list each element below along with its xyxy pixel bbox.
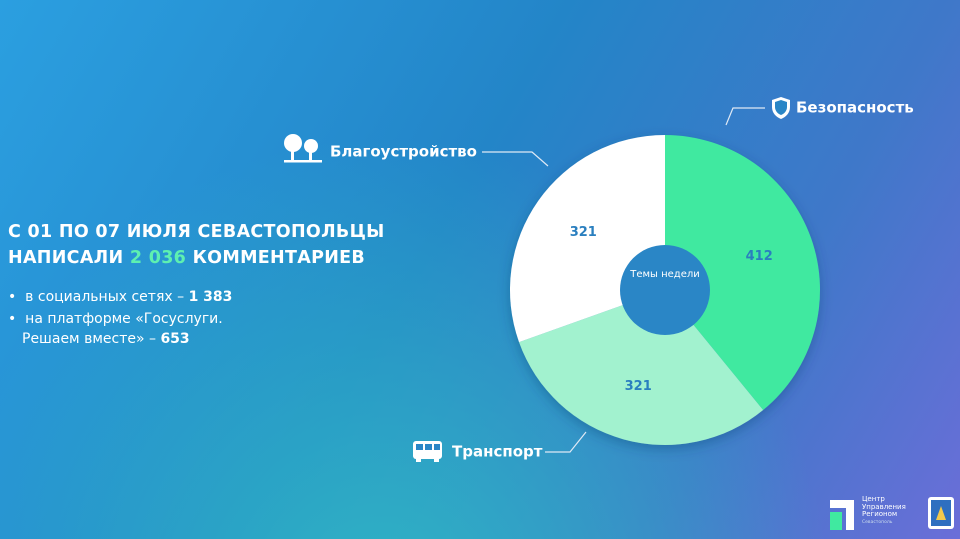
logo-mark bbox=[830, 497, 954, 530]
trees-icon bbox=[284, 134, 322, 163]
headline-text: КОММЕНТАРИЕВ bbox=[192, 248, 366, 268]
center-label: Темы недели bbox=[630, 269, 700, 280]
headline-text: НАПИСАЛИ bbox=[8, 248, 124, 268]
logo: Центр Управления Регионом Севастополь bbox=[862, 495, 906, 526]
category-label: Благоустройство bbox=[330, 143, 477, 161]
bullet-text: на платформе «Госуслуги. bbox=[25, 311, 223, 327]
bullet-value: 1 383 bbox=[188, 289, 233, 305]
logo-text: Управления bbox=[862, 502, 906, 511]
category-label: Безопасность bbox=[796, 99, 914, 117]
headline: С 01 ПО 07 ИЮЛЯ СЕВАСТОПОЛЬЦЫ bbox=[8, 222, 385, 242]
shield-icon bbox=[775, 100, 787, 115]
headline-total: 2 036 bbox=[129, 248, 187, 268]
bus-icon bbox=[413, 441, 442, 462]
logo-text: Регионом bbox=[862, 510, 898, 518]
leader-line bbox=[482, 151, 549, 167]
value-label: 321 bbox=[570, 225, 597, 240]
leader-line bbox=[725, 107, 765, 126]
headline: НАПИСАЛИ 2 036 КОММЕНТАРИЕВ bbox=[8, 248, 365, 268]
bullet-value: 653 bbox=[160, 331, 190, 347]
bullet-text: Решаем вместе» – bbox=[22, 331, 156, 347]
donut-hole bbox=[620, 245, 710, 335]
bullet: • в социальных сетях – 1 383 bbox=[8, 289, 233, 305]
logo-city: Севастополь bbox=[862, 519, 893, 525]
value-label: 412 bbox=[746, 249, 773, 264]
value-label: 321 bbox=[625, 379, 652, 394]
pie-slice bbox=[665, 135, 821, 410]
leader-line bbox=[545, 431, 587, 453]
bullet: • на платформе «Госуслуги. bbox=[8, 311, 223, 327]
pie-slice bbox=[519, 290, 764, 446]
bullet-text: в социальных сетях – bbox=[25, 289, 185, 305]
bullet: Решаем вместе» – 653 bbox=[22, 329, 190, 349]
category-label: Транспорт bbox=[452, 443, 543, 461]
logo-text: Центр bbox=[862, 495, 885, 503]
